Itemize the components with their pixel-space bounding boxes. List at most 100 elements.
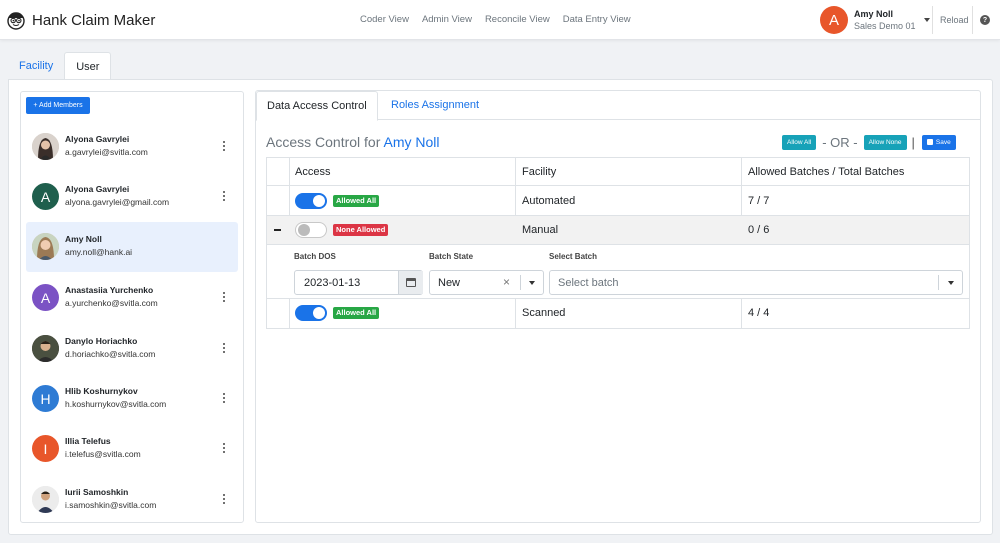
- user-info: Amy Noll Sales Demo 01: [854, 8, 916, 32]
- column-header-access: Access: [295, 166, 331, 178]
- member-item[interactable]: Alyona Gavrylei a.gavrylei@svitla.com: [26, 122, 238, 172]
- batch-dos-input[interactable]: 2023-01-13: [294, 270, 423, 295]
- member-item[interactable]: I Illia Telefus i.telefus@svitla.com: [26, 424, 238, 474]
- nav-admin-view[interactable]: Admin View: [421, 14, 472, 25]
- facility-cell: Scanned: [522, 307, 566, 319]
- column-divider: [289, 299, 290, 329]
- member-avatar: [32, 233, 59, 260]
- divider: |: [911, 134, 915, 150]
- collapse-icon[interactable]: [274, 229, 281, 231]
- member-email: a.gavrylei@svitla.com: [65, 147, 148, 157]
- nav-coder-view[interactable]: Coder View: [360, 14, 409, 25]
- more-vertical-icon[interactable]: [221, 290, 227, 304]
- member-avatar: [32, 486, 59, 513]
- select-batch-dropdown[interactable]: Select batch: [549, 270, 963, 295]
- person-photo-icon: [32, 335, 59, 362]
- more-vertical-icon[interactable]: [221, 492, 227, 506]
- access-control-title: Access Control for Amy Noll: [266, 134, 440, 150]
- chevron-down-icon: [923, 18, 930, 22]
- batch-state-label: Batch State: [429, 252, 474, 261]
- reload-button[interactable]: Reload: [940, 15, 969, 25]
- status-badge: Allowed All: [333, 195, 380, 207]
- chevron-down-icon[interactable]: [948, 281, 954, 285]
- access-table: Access Facility Allowed Batches / Total …: [266, 157, 970, 329]
- table-row: Allowed All Automated 7 / 7: [267, 186, 969, 216]
- member-avatar: [32, 133, 59, 160]
- access-toolbar: Allow All - OR - Allow None | Save: [782, 133, 956, 151]
- facility-cell: Automated: [522, 195, 576, 207]
- tab-facility[interactable]: Facility: [19, 60, 54, 72]
- member-email: alyona.gavrylei@gmail.com: [65, 197, 170, 207]
- access-toggle[interactable]: [295, 305, 327, 321]
- help-icon[interactable]: ?: [980, 15, 990, 25]
- batches-cell: 4 / 4: [748, 307, 770, 319]
- cartoon-face-icon: [7, 12, 25, 30]
- member-item-selected[interactable]: Amy Noll amy.noll@hank.ai: [26, 222, 238, 272]
- main-nav: Coder View Admin View Reconcile View Dat…: [360, 14, 644, 25]
- batch-filter-row: Batch DOS Batch State Select Batch 2023-…: [267, 245, 969, 299]
- select-batch-label: Select Batch: [549, 252, 598, 261]
- member-item[interactable]: Danylo Horiachko d.horiachko@svitla.com: [26, 324, 238, 374]
- member-avatar: A: [32, 284, 59, 311]
- member-item[interactable]: A Anastasiia Yurchenko a.yurchenko@svitl…: [26, 273, 238, 323]
- user-avatar: A: [820, 6, 848, 34]
- member-item[interactable]: A Alyona Gavrylei alyona.gavrylei@gmail.…: [26, 172, 238, 222]
- table-row: Allowed All Scanned 4 / 4: [267, 299, 969, 329]
- more-vertical-icon[interactable]: [221, 391, 227, 405]
- nav-data-entry-view[interactable]: Data Entry View: [562, 14, 631, 25]
- column-divider: [741, 158, 742, 245]
- member-name: Danylo Horiachko: [65, 336, 138, 346]
- batches-cell: 7 / 7: [748, 195, 770, 207]
- member-name: Alyona Gavrylei: [65, 184, 130, 194]
- member-name: Anastasiia Yurchenko: [65, 285, 154, 295]
- member-name: Iurii Samoshkin: [65, 487, 129, 497]
- tab-user[interactable]: User: [64, 52, 112, 80]
- brand[interactable]: Hank Claim Maker: [6, 9, 155, 31]
- select-batch-placeholder: Select batch: [558, 277, 619, 289]
- member-email: i.samoshkin@svitla.com: [65, 500, 157, 510]
- status-badge: Allowed All: [333, 307, 380, 319]
- tab-data-access-control[interactable]: Data Access Control: [256, 91, 378, 121]
- more-vertical-icon[interactable]: [221, 189, 227, 203]
- batch-dos-value: 2023-01-13: [304, 277, 361, 289]
- save-button[interactable]: Save: [921, 134, 956, 150]
- member-name: Hlib Koshurnykov: [65, 386, 138, 396]
- more-vertical-icon[interactable]: [221, 441, 227, 455]
- add-members-button[interactable]: + Add Members: [26, 97, 90, 114]
- user-org: Sales Demo 01: [854, 21, 916, 31]
- table-row-expanded: None Allowed Manual 0 / 6: [267, 216, 969, 245]
- member-item[interactable]: H Hlib Koshurnykov h.koshurnykov@svitla.…: [26, 374, 238, 424]
- column-header-facility: Facility: [522, 166, 557, 178]
- batch-dos-label: Batch DOS: [294, 252, 336, 261]
- column-divider: [515, 299, 516, 329]
- member-avatar: A: [32, 183, 59, 210]
- title-prefix: Access Control for: [266, 134, 381, 150]
- calendar-button[interactable]: [398, 271, 423, 294]
- member-item[interactable]: Iurii Samoshkin i.samoshkin@svitla.com: [26, 475, 238, 525]
- access-toggle[interactable]: [295, 222, 327, 238]
- access-toggle[interactable]: [295, 193, 327, 209]
- user-menu[interactable]: A Amy Noll Sales Demo 01: [820, 6, 930, 34]
- member-avatar: [32, 335, 59, 362]
- chevron-down-icon[interactable]: [529, 281, 535, 285]
- tab-roles-assignment[interactable]: Roles Assignment: [391, 99, 480, 111]
- select-divider: [938, 275, 939, 290]
- member-avatar: I: [32, 435, 59, 462]
- more-vertical-icon[interactable]: [221, 139, 227, 153]
- member-email: amy.noll@hank.ai: [65, 247, 133, 257]
- batch-state-select[interactable]: New ×: [429, 270, 544, 295]
- member-avatar: H: [32, 385, 59, 412]
- members-panel: + Add Members Alyona Gavrylei a.gavrylei…: [20, 91, 244, 523]
- allow-none-button[interactable]: Allow None: [863, 134, 907, 150]
- column-header-batches: Allowed Batches / Total Batches: [748, 166, 905, 178]
- more-vertical-icon[interactable]: [221, 341, 227, 355]
- allow-all-button[interactable]: Allow All: [782, 134, 817, 150]
- save-label: Save: [935, 138, 951, 146]
- app-title: Hank Claim Maker: [32, 11, 156, 29]
- person-photo-icon: [32, 233, 59, 260]
- clear-icon[interactable]: ×: [503, 275, 511, 289]
- batch-state-value: New: [438, 277, 461, 289]
- facility-cell: Manual: [522, 224, 559, 236]
- nav-reconcile-view[interactable]: Reconcile View: [484, 14, 550, 25]
- status-badge: None Allowed: [333, 224, 389, 236]
